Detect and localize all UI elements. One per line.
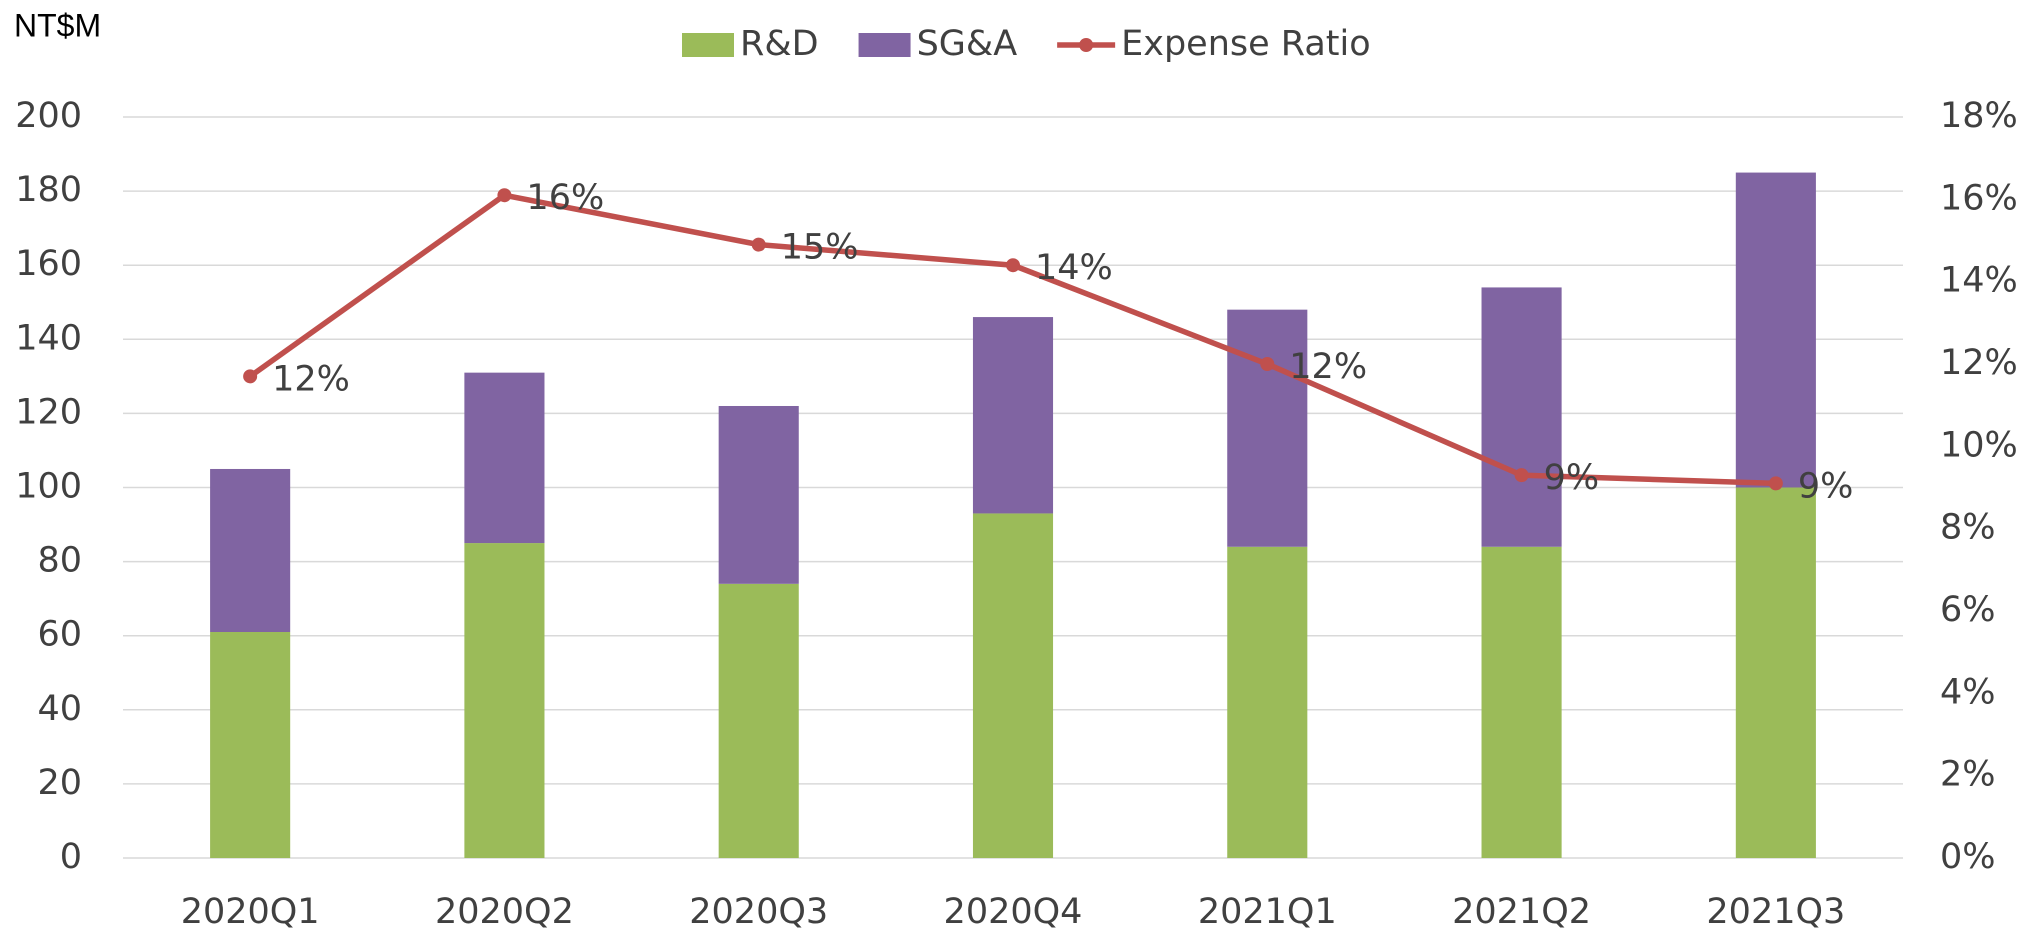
legend-swatch <box>1079 38 1094 52</box>
y2-tick-label: 6% <box>1940 590 1996 630</box>
legend-swatch <box>682 33 734 57</box>
y-tick-label: 100 <box>15 467 82 507</box>
y-tick-label: 80 <box>37 541 82 581</box>
ratio-point <box>497 188 512 203</box>
x-tick-label: 2020Q1 <box>181 892 320 932</box>
bar-segment <box>464 543 545 858</box>
y-tick-label: 20 <box>37 763 82 803</box>
data-label: 12% <box>272 359 350 399</box>
x-tick-label: 2021Q3 <box>1706 892 1845 932</box>
bar-segment <box>1481 546 1562 858</box>
y2-tick-label: 18% <box>1940 96 2018 136</box>
data-label: 15% <box>781 228 859 268</box>
y-tick-label: 0 <box>60 837 82 877</box>
bar-segment <box>1227 546 1308 858</box>
x-tick-label: 2021Q1 <box>1198 892 1337 932</box>
data-label: 12% <box>1289 347 1367 387</box>
y2-tick-label: 8% <box>1940 508 1996 548</box>
ratio-point <box>1768 476 1783 491</box>
y-tick-label: 60 <box>37 615 82 655</box>
ratio-point <box>243 369 258 384</box>
bar-segment <box>210 468 291 632</box>
y2-tick-label: 2% <box>1940 755 1996 795</box>
y-tick-label: 200 <box>15 96 82 136</box>
legend-swatch <box>858 33 911 57</box>
y2-tick-label: 10% <box>1940 425 2018 465</box>
bar-segment <box>972 317 1054 514</box>
legend-label: Expense Ratio <box>1121 24 1371 64</box>
y2-tick-label: 16% <box>1940 178 2018 218</box>
y-tick-label: 40 <box>37 689 82 729</box>
legend-label: R&D <box>740 24 819 64</box>
x-tick-label: 2020Q3 <box>689 892 828 932</box>
legend-label: SG&A <box>917 24 1018 64</box>
bar-segment <box>1227 309 1308 547</box>
bar-segment <box>1735 172 1816 488</box>
x-tick-label: 2020Q4 <box>944 892 1083 932</box>
bar-segment <box>210 631 291 858</box>
data-label: 9% <box>1798 466 1854 506</box>
ratio-point <box>1260 357 1275 371</box>
y2-tick-label: 12% <box>1940 343 2018 383</box>
data-label: 16% <box>526 178 604 218</box>
ratio-point <box>751 237 766 252</box>
y-axis-label: NT$M <box>14 7 101 43</box>
x-tick-label: 2020Q2 <box>435 892 574 932</box>
y-tick-label: 140 <box>15 318 82 358</box>
data-label: 9% <box>1544 458 1600 498</box>
bar-segment <box>464 372 545 544</box>
ratio-point <box>1006 258 1020 273</box>
y-tick-label: 120 <box>15 392 82 432</box>
bar-segment <box>718 405 799 584</box>
y2-tick-label: 14% <box>1940 261 2018 301</box>
y-tick-label: 160 <box>15 244 82 284</box>
y2-tick-label: 4% <box>1940 672 1996 712</box>
bar-segment <box>972 513 1054 858</box>
bar-segment <box>1735 487 1816 858</box>
y-tick-label: 180 <box>15 170 82 210</box>
data-label: 14% <box>1035 248 1113 288</box>
bar-segment <box>1481 287 1562 547</box>
x-tick-label: 2021Q2 <box>1452 892 1591 932</box>
bar-segment <box>718 583 799 858</box>
y2-tick-label: 0% <box>1940 837 1996 877</box>
ratio-point <box>1514 468 1529 483</box>
